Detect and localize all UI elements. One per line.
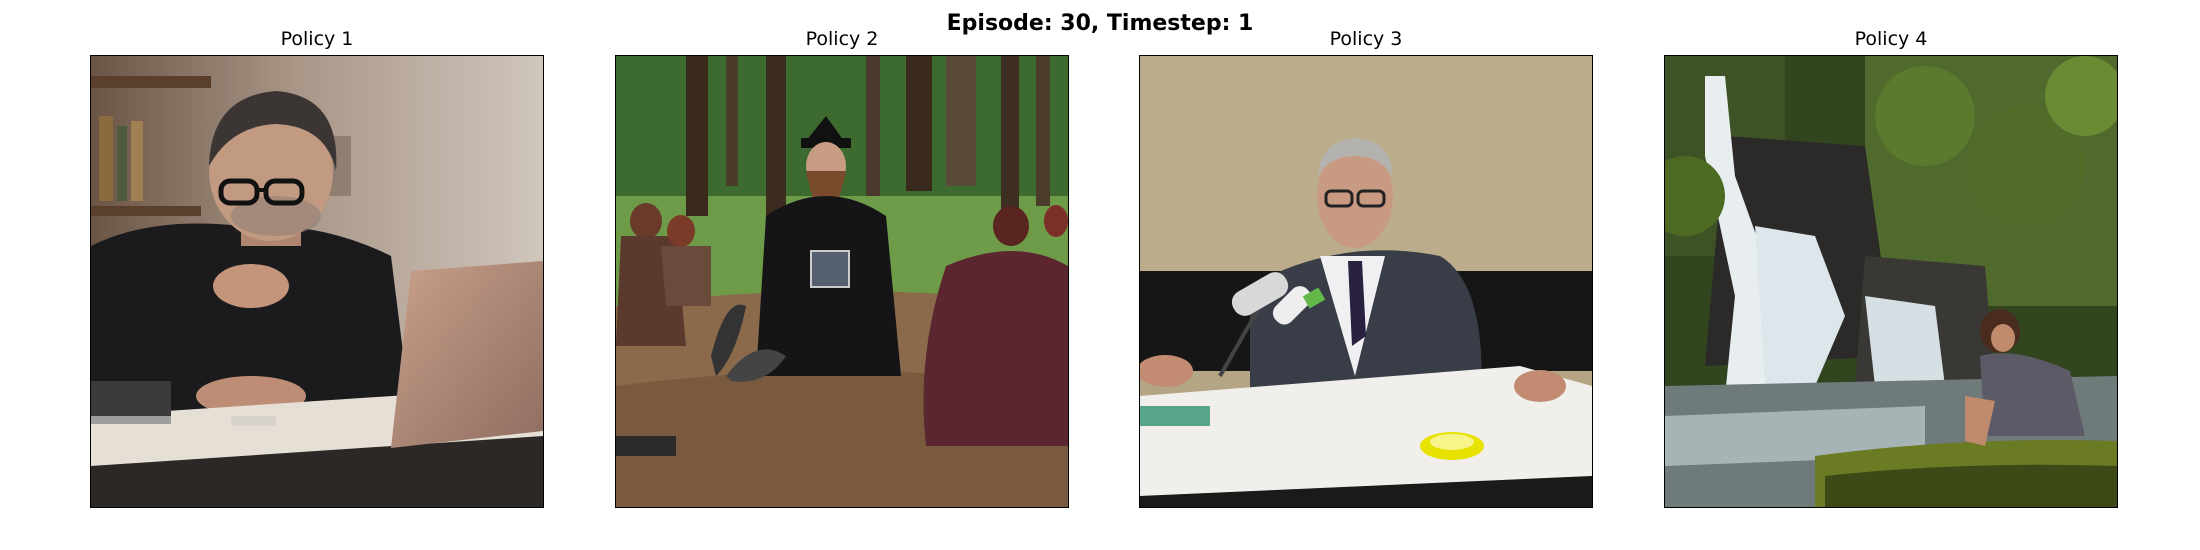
policy-panel-1: Policy 1 [90, 0, 544, 550]
policy-3-image [1139, 55, 1593, 508]
policy-panel-2: Policy 2 [615, 0, 1069, 550]
policy-1-image [90, 55, 544, 508]
policy-panel-4: Policy 4 [1664, 0, 2118, 550]
figure-suptitle: Episode: 30, Timestep: 1 [946, 11, 1254, 36]
panel-title: Policy 3 [1329, 28, 1403, 50]
panel-title: Policy 2 [805, 28, 879, 50]
policy-2-image [615, 55, 1069, 508]
panel-title: Policy 1 [280, 28, 354, 50]
policy-panel-3: Policy 3 [1139, 0, 1593, 550]
policy-4-image [1664, 55, 2118, 508]
panel-title: Policy 4 [1854, 28, 1928, 50]
